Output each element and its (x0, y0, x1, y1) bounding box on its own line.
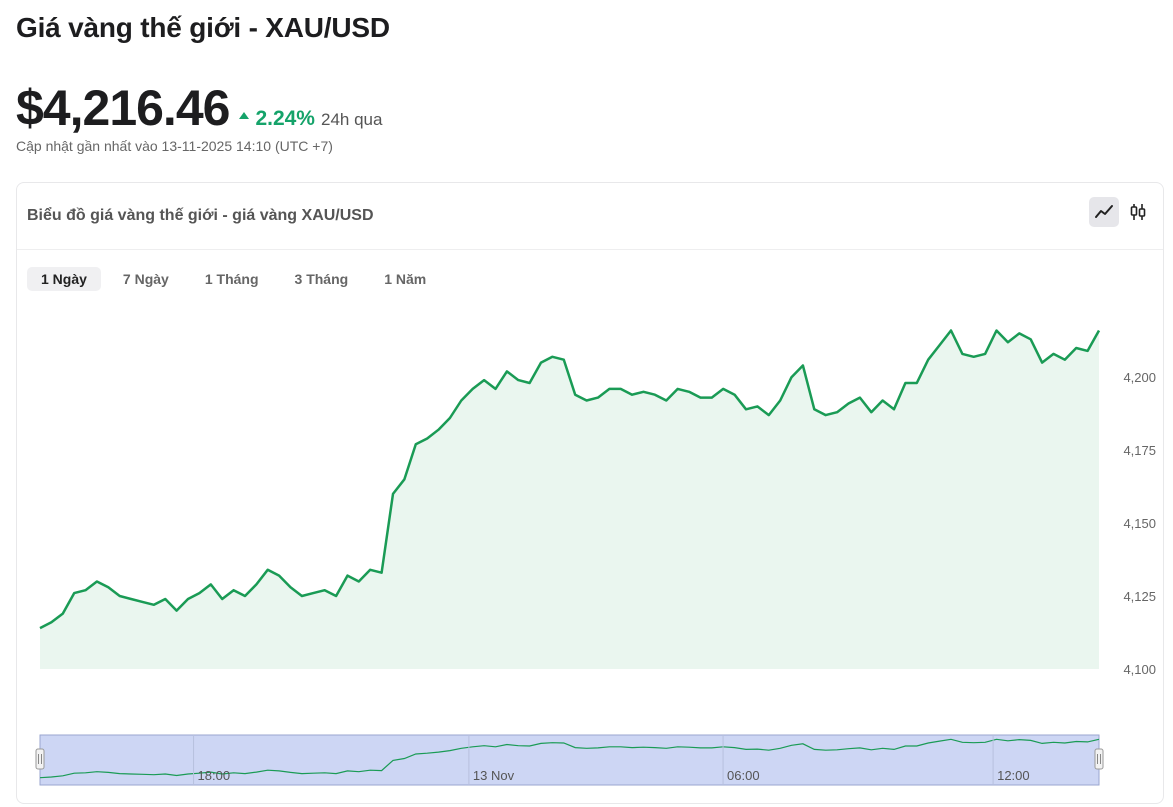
navigator-handle-right[interactable] (1094, 748, 1104, 770)
chart-card-header: Biểu đồ giá vàng thế giới - giá vàng XAU… (17, 183, 1163, 250)
last-updated: Cập nhật gần nhất vào 13-11-2025 14:10 (… (16, 138, 333, 154)
chart-card-title: Biểu đồ giá vàng thế giới - giá vàng XAU… (27, 207, 374, 224)
up-arrow-icon (239, 112, 250, 119)
line-chart-button[interactable] (1089, 197, 1119, 227)
candlestick-icon (1130, 204, 1146, 220)
y-tick-label: 4,125 (1123, 589, 1156, 604)
price-line (39, 329, 1101, 630)
y-tick-label: 4,150 (1123, 516, 1156, 531)
navigator-handle-left[interactable] (35, 748, 45, 770)
price-row: $4,216.46 2.24% 24h qua (16, 80, 382, 136)
line-chart-icon (1095, 205, 1113, 218)
navigator-line (39, 738, 1100, 779)
period-tabs: 1 Ngày 7 Ngày 1 Tháng 3 Tháng 1 Năm (27, 267, 440, 291)
navigator-handles[interactable] (35, 748, 1104, 770)
navigator-label: 18:00 (198, 768, 231, 783)
change-percent: 2.24% (255, 107, 315, 130)
chart-type-toggle (1089, 197, 1153, 227)
y-axis: 4,100 4,125 4,150 4,175 4,200 (1123, 370, 1156, 677)
navigator-label: 12:00 (997, 768, 1030, 783)
navigator-label: 06:00 (727, 768, 760, 783)
change-period: 24h qua (320, 110, 383, 129)
y-tick-label: 4,200 (1123, 370, 1156, 385)
period-tab-1-month[interactable]: 1 Tháng (204, 271, 259, 287)
page-title: Giá vàng thế giới - XAU/USD (16, 12, 390, 43)
candlestick-chart-button[interactable] (1123, 197, 1153, 227)
navigator-grid (193, 735, 994, 785)
price-chart[interactable]: 4,100 4,125 4,150 4,175 4,200 (17, 183, 1163, 703)
current-price: $4,216.46 (16, 80, 230, 136)
period-tab-3-months[interactable]: 3 Tháng (294, 271, 349, 287)
y-tick-label: 4,175 (1123, 443, 1156, 458)
range-navigator[interactable]: 18:00 13 Nov 06:00 12:00 (17, 183, 1163, 803)
navigator-label: 13 Nov (473, 768, 515, 783)
price-area (40, 330, 1099, 669)
period-tab-1-year[interactable]: 1 Năm (384, 271, 427, 287)
chart-card: Biểu đồ giá vàng thế giới - giá vàng XAU… (16, 182, 1164, 804)
period-tab-7-days[interactable]: 7 Ngày (122, 271, 169, 287)
navigator-labels: 18:00 13 Nov 06:00 12:00 (198, 768, 1030, 783)
period-tab-1-day[interactable]: 1 Ngày (27, 267, 101, 291)
y-tick-label: 4,100 (1123, 662, 1156, 677)
